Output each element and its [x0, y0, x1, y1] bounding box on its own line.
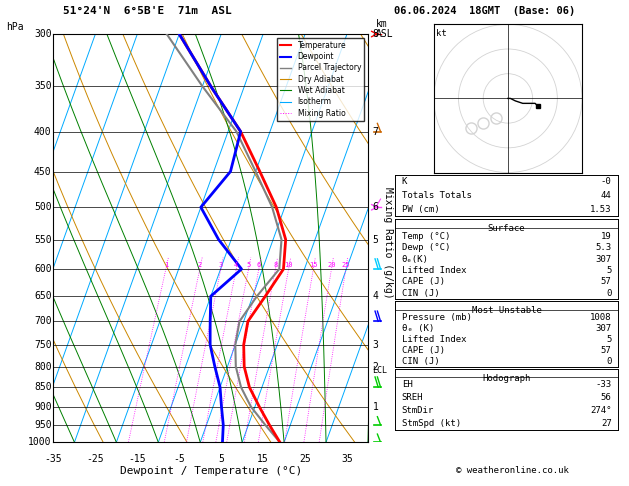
Text: 25: 25 [342, 262, 350, 268]
Text: -25: -25 [87, 454, 104, 465]
Text: 350: 350 [34, 81, 52, 91]
Text: CAPE (J): CAPE (J) [402, 278, 445, 286]
Text: SREH: SREH [402, 393, 423, 402]
Text: 650: 650 [34, 291, 52, 301]
Text: 5: 5 [372, 235, 378, 244]
Text: StmDir: StmDir [402, 406, 434, 415]
Text: PW (cm): PW (cm) [402, 205, 439, 214]
Text: 8: 8 [273, 262, 277, 268]
Text: 450: 450 [34, 167, 52, 176]
Text: Lifted Index: Lifted Index [402, 266, 466, 275]
Text: 300: 300 [34, 29, 52, 39]
Text: 6: 6 [257, 262, 261, 268]
Text: Surface: Surface [488, 225, 525, 233]
Text: 51°24'N  6°5B'E  71m  ASL: 51°24'N 6°5B'E 71m ASL [63, 5, 231, 16]
Text: 6: 6 [372, 202, 378, 212]
Text: CIN (J): CIN (J) [402, 289, 439, 298]
Text: 1.53: 1.53 [590, 205, 611, 214]
Legend: Temperature, Dewpoint, Parcel Trajectory, Dry Adiabat, Wet Adiabat, Isotherm, Mi: Temperature, Dewpoint, Parcel Trajectory… [277, 38, 364, 121]
Text: 06.06.2024  18GMT  (Base: 06): 06.06.2024 18GMT (Base: 06) [394, 5, 576, 16]
Text: -15: -15 [128, 454, 146, 465]
Text: -0: -0 [601, 177, 611, 186]
Text: 20: 20 [327, 262, 336, 268]
Text: 5: 5 [606, 335, 611, 344]
Text: 850: 850 [34, 382, 52, 392]
Text: Totals Totals: Totals Totals [402, 191, 472, 200]
Text: 25: 25 [299, 454, 311, 465]
Text: 1000: 1000 [28, 437, 52, 447]
Text: ASL: ASL [376, 29, 393, 39]
Text: Lifted Index: Lifted Index [402, 335, 466, 344]
Text: -35: -35 [45, 454, 62, 465]
Text: 1: 1 [372, 401, 378, 412]
Text: K: K [402, 177, 407, 186]
Text: kt: kt [437, 29, 447, 38]
Text: 0: 0 [606, 289, 611, 298]
Text: Temp (°C): Temp (°C) [402, 232, 450, 241]
Text: 5: 5 [247, 262, 251, 268]
Text: 15: 15 [257, 454, 269, 465]
Text: 7: 7 [372, 126, 378, 137]
Text: Mixing Ratio (g/kg): Mixing Ratio (g/kg) [383, 187, 393, 299]
Text: 274°: 274° [590, 406, 611, 415]
Text: 8: 8 [372, 29, 378, 39]
Text: EH: EH [402, 381, 413, 389]
Text: 19: 19 [601, 232, 611, 241]
Text: 400: 400 [34, 126, 52, 137]
Text: 56: 56 [601, 393, 611, 402]
Text: 10: 10 [284, 262, 293, 268]
Text: -33: -33 [596, 381, 611, 389]
Text: θₑ(K): θₑ(K) [402, 255, 428, 263]
Text: StmSpd (kt): StmSpd (kt) [402, 419, 461, 428]
Text: 1008: 1008 [590, 313, 611, 322]
Text: 1: 1 [164, 262, 168, 268]
Text: 900: 900 [34, 401, 52, 412]
Text: Pressure (mb): Pressure (mb) [402, 313, 472, 322]
Text: 44: 44 [601, 191, 611, 200]
Text: 3: 3 [219, 262, 223, 268]
Text: 2: 2 [198, 262, 202, 268]
Text: 57: 57 [601, 346, 611, 355]
Text: 57: 57 [601, 278, 611, 286]
Text: © weatheronline.co.uk: © weatheronline.co.uk [456, 466, 569, 475]
Text: Dewpoint / Temperature (°C): Dewpoint / Temperature (°C) [120, 466, 302, 476]
Text: 750: 750 [34, 340, 52, 350]
Text: 27: 27 [601, 419, 611, 428]
Text: km: km [376, 19, 387, 29]
Text: 3: 3 [372, 340, 378, 350]
Text: 5.3: 5.3 [596, 243, 611, 252]
Text: 5: 5 [218, 454, 224, 465]
Text: 550: 550 [34, 235, 52, 244]
Text: 500: 500 [34, 202, 52, 212]
Text: -5: -5 [174, 454, 185, 465]
Text: 307: 307 [596, 324, 611, 333]
Text: Dewp (°C): Dewp (°C) [402, 243, 450, 252]
Text: 4: 4 [234, 262, 238, 268]
Text: 600: 600 [34, 264, 52, 274]
Text: 5: 5 [606, 266, 611, 275]
Text: 0: 0 [606, 357, 611, 366]
Text: 307: 307 [596, 255, 611, 263]
Text: 700: 700 [34, 316, 52, 326]
Text: θₑ (K): θₑ (K) [402, 324, 434, 333]
Text: hPa: hPa [6, 21, 24, 32]
Text: Most Unstable: Most Unstable [472, 306, 542, 315]
Text: CIN (J): CIN (J) [402, 357, 439, 366]
Text: 4: 4 [372, 291, 378, 301]
Text: 15: 15 [309, 262, 318, 268]
Text: 800: 800 [34, 362, 52, 372]
Text: 950: 950 [34, 420, 52, 430]
Text: LCL: LCL [372, 366, 387, 375]
Text: 35: 35 [341, 454, 353, 465]
Text: CAPE (J): CAPE (J) [402, 346, 445, 355]
Text: Hodograph: Hodograph [482, 374, 531, 382]
Text: 2: 2 [372, 362, 378, 372]
